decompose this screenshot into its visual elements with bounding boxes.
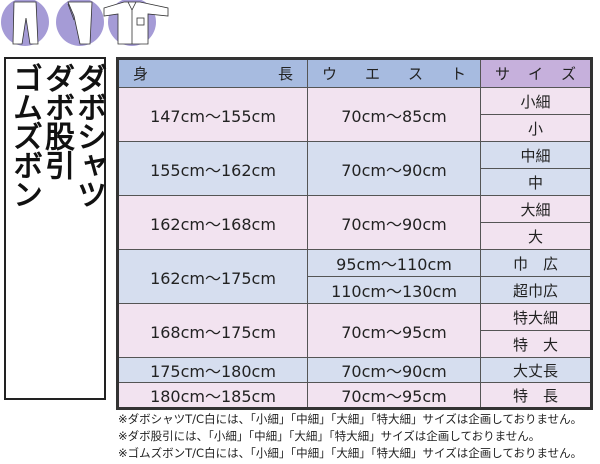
height-cell: 175cm～180cm — [117, 357, 308, 383]
garment-illustrations — [1, 0, 169, 46]
waist-cell: 70cm～90cm — [307, 195, 481, 250]
size-cell: 大 — [480, 222, 592, 250]
waist-header: ウエスト — [307, 58, 481, 88]
waist-cell: 70cm～85cm — [307, 87, 481, 142]
note: ※ダボ股引には、「小細」「中細」「大細」「特大細」サイズは企画しておりません。 — [118, 429, 541, 443]
size-cell: 大細 — [480, 195, 592, 223]
product-name: ダボシャツ — [71, 63, 106, 208]
table-row: 162cm～168cm 70cm～90cm 大細 — [117, 195, 592, 250]
height-cell: 162cm～175cm — [117, 249, 308, 304]
table-row: 180cm～185cm 70cm～95cm 特 長 — [117, 382, 592, 409]
notes: ※ダボシャツT/C白には、「小細」「中細」「大細」「特大細」サイズは企画しており… — [118, 411, 582, 462]
size-cell: 小 — [480, 114, 592, 142]
wrap-pants-icon — [56, 0, 104, 46]
size-cell: 特大細 — [480, 303, 592, 331]
height-cell: 147cm～155cm — [117, 87, 308, 142]
size-cell: 巾 広 — [480, 249, 592, 277]
waist-cell: 95cm～110cm — [307, 249, 481, 277]
size-cell: 特 大 — [480, 330, 592, 358]
table-row: 147cm～155cm 70cm～85cm 小細 — [117, 87, 592, 142]
size-cell: 特 長 — [480, 382, 592, 409]
size-cell: 中細 — [480, 141, 592, 169]
table-row: 162cm～175cm 95cm～110cm 巾 広 — [117, 249, 592, 304]
product-names-box: ダボシャツ ダボ股引 ゴムズボン — [4, 57, 106, 400]
size-cell: 中 — [480, 168, 592, 196]
height-cell: 180cm～185cm — [117, 382, 308, 409]
waist-cell: 70cm～90cm — [307, 141, 481, 196]
size-cell: 大丈長 — [480, 357, 592, 383]
size-header: サイズ — [480, 58, 592, 88]
pants-icon — [1, 0, 49, 46]
product-name: ダボ股引 — [39, 63, 74, 179]
waist-cell: 70cm～90cm — [307, 357, 481, 383]
shirt-icon — [103, 0, 169, 46]
height-cell: 155cm～162cm — [117, 141, 308, 196]
size-table: 身長 ウエスト サイズ 147cm～155cm 70cm～85cm 小細 小 1… — [116, 57, 593, 410]
note: ※ゴムズボンT/C白には、「小細」「中細」「大細」「特大細」サイズは企画しており… — [118, 446, 583, 460]
size-cell: 超巾広 — [480, 276, 592, 304]
note: ※ダボシャツT/C白には、「小細」「中細」「大細」「特大細」サイズは企画しており… — [118, 412, 583, 426]
table-row: 168cm～175cm 70cm～95cm 特大細 — [117, 303, 592, 358]
waist-cell: 110cm～130cm — [307, 276, 481, 304]
product-name: ゴムズボン — [7, 63, 42, 208]
header-row: 身長 ウエスト サイズ — [117, 58, 592, 88]
waist-cell: 70cm～95cm — [307, 382, 481, 409]
size-cell: 小細 — [480, 87, 592, 115]
waist-cell: 70cm～95cm — [307, 303, 481, 358]
table-row: 155cm～162cm 70cm～90cm 中細 — [117, 141, 592, 196]
height-header: 身長 — [117, 58, 308, 88]
table-row: 175cm～180cm 70cm～90cm 大丈長 — [117, 357, 592, 383]
height-cell: 168cm～175cm — [117, 303, 308, 358]
height-cell: 162cm～168cm — [117, 195, 308, 250]
